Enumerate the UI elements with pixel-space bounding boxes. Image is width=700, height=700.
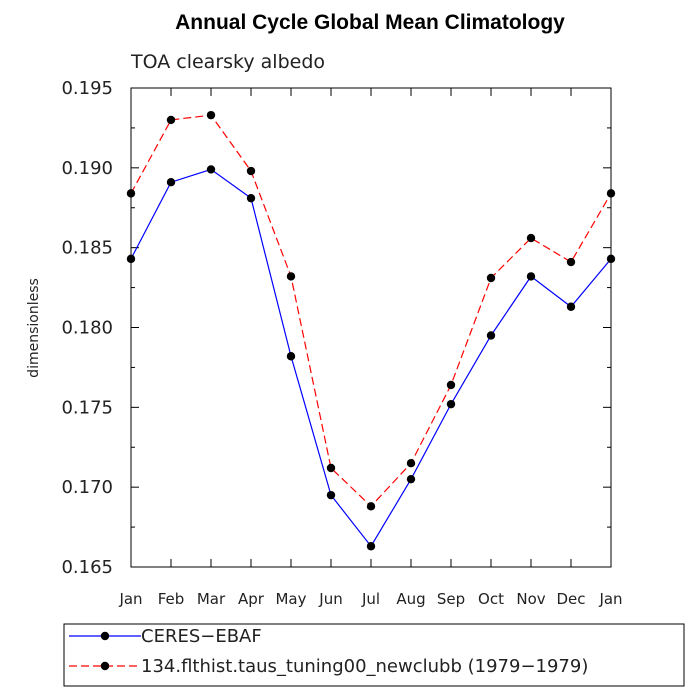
- legend-marker: [100, 631, 110, 641]
- data-point: [326, 463, 336, 473]
- y-tick-label: 0.175: [61, 397, 113, 418]
- chart-title: Annual Cycle Global Mean Climatology: [175, 11, 565, 34]
- x-tick-label: Oct: [478, 590, 504, 608]
- chart-subtitle: TOA clearsky albedo: [130, 51, 325, 73]
- y-tick-label: 0.190: [61, 158, 113, 179]
- legend-box: [63, 623, 685, 687]
- x-tick-label: May: [275, 590, 306, 608]
- data-point: [446, 399, 456, 409]
- y-tick-label: 0.180: [61, 318, 113, 339]
- data-point: [166, 115, 176, 125]
- y-tick-label: 0.170: [61, 477, 113, 498]
- data-point: [526, 272, 536, 281]
- data-point: [126, 254, 136, 264]
- legend-label: 134.flthist.taus_tuning00_newclubb (1979…: [141, 656, 588, 677]
- data-point: [126, 189, 136, 198]
- data-point: [446, 380, 456, 390]
- data-point: [406, 474, 416, 484]
- x-tick-label: Sep: [437, 590, 465, 608]
- data-point: [366, 502, 376, 511]
- data-point: [286, 272, 296, 281]
- y-tick-label: 0.185: [61, 238, 113, 259]
- x-tick-label: Jun: [318, 590, 342, 608]
- data-point: [286, 352, 296, 361]
- y-tick-label: 0.195: [61, 78, 113, 99]
- data-point: [366, 542, 376, 551]
- legend-label: CERES−EBAF: [141, 626, 262, 647]
- data-point: [166, 178, 176, 187]
- data-point: [326, 490, 336, 500]
- series-line: [130, 114, 612, 508]
- y-axis: 0.165 0.170 0.175 0.180 0.185 0.190 0.195: [61, 78, 611, 578]
- data-point: [606, 254, 616, 264]
- data-point: [526, 233, 536, 243]
- x-axis: Jan Feb Mar Apr May Jun Jul Aug Sep Oct Nov Dec Jan: [118, 88, 623, 608]
- x-tick-label: Aug: [396, 590, 425, 608]
- data-point: [246, 166, 256, 176]
- x-tick-label: Nov: [516, 590, 545, 608]
- data-point: [486, 331, 496, 340]
- x-tick-label: Jan: [118, 590, 142, 608]
- x-tick-label: Apr: [238, 590, 265, 608]
- y-axis-label: dimensionless: [26, 278, 42, 378]
- x-tick-label: Mar: [197, 590, 226, 608]
- data-point: [566, 257, 576, 267]
- legend-marker: [100, 661, 110, 671]
- legend: CERES−EBAF 134.flthist.taus_tuning00_newc…: [63, 623, 685, 687]
- data-point: [246, 193, 256, 203]
- x-tick-label: Jul: [361, 590, 380, 608]
- data-point: [606, 189, 616, 198]
- plot-frame: [130, 87, 612, 568]
- data-point: [406, 459, 416, 468]
- data-point: [566, 302, 576, 311]
- x-tick-label: Dec: [556, 590, 585, 608]
- y-tick-label: 0.165: [61, 557, 113, 578]
- x-tick-label: Jan: [598, 590, 622, 608]
- x-tick-label: Feb: [158, 590, 185, 608]
- series-line: [130, 168, 612, 548]
- data-point: [206, 165, 216, 174]
- data-point: [486, 273, 496, 283]
- data-point: [206, 110, 216, 120]
- series-layer: [126, 110, 616, 551]
